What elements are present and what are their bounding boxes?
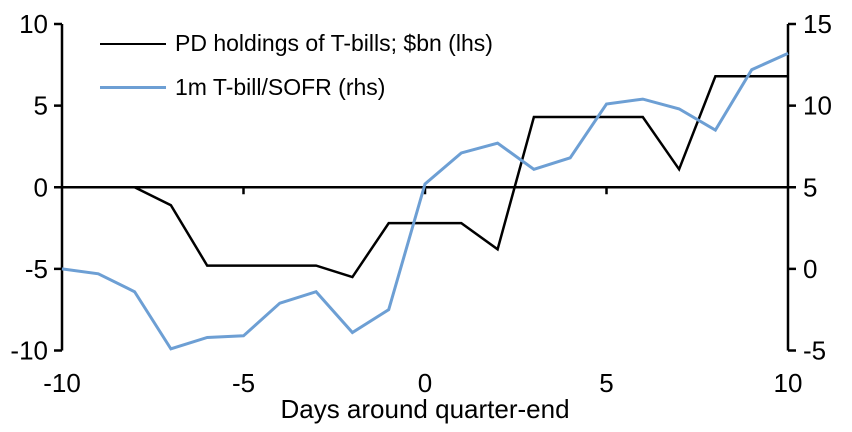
legend-label: PD holdings of T-bills; $bn (lhs) [175, 30, 493, 56]
left-axis-tick-label: -5 [25, 254, 48, 284]
legend-line-swatch-blue [100, 85, 166, 89]
series-line-pd-holdings [62, 74, 788, 279]
x-axis-tick-label: -5 [232, 368, 255, 398]
right-axis-tick-label: 15 [803, 9, 832, 39]
legend-label: 1m T-bill/SOFR (rhs) [175, 73, 386, 100]
x-axis-tick-label: 5 [599, 368, 613, 398]
x-axis-tick-label: -10 [43, 368, 81, 398]
legend: PD holdings of T-bills; $bn (lhs) 1m T-b… [100, 30, 493, 101]
legend-item-tbill-sofr: 1m T-bill/SOFR (rhs) [100, 74, 493, 102]
x-axis-tick-label: 10 [774, 368, 803, 398]
left-axis-tick-label: -10 [10, 336, 48, 366]
x-axis-tick-label: 0 [418, 368, 432, 398]
legend-line-swatch-black [100, 42, 166, 45]
left-axis-tick-label: 10 [19, 9, 48, 39]
left-axis-tick-label: 0 [34, 172, 48, 202]
left-axis-tick-label: 5 [34, 91, 48, 121]
series-line-tbill-sofr [61, 52, 789, 351]
legend-item-pd-holdings: PD holdings of T-bills; $bn (lhs) [100, 30, 493, 58]
right-axis-tick-label: -5 [803, 336, 826, 366]
x-axis-title: Days around quarter-end [280, 394, 570, 424]
right-axis-tick-label: 10 [803, 91, 832, 121]
right-axis-tick-label: 0 [803, 254, 817, 284]
right-axis-tick-label: 5 [803, 172, 817, 202]
